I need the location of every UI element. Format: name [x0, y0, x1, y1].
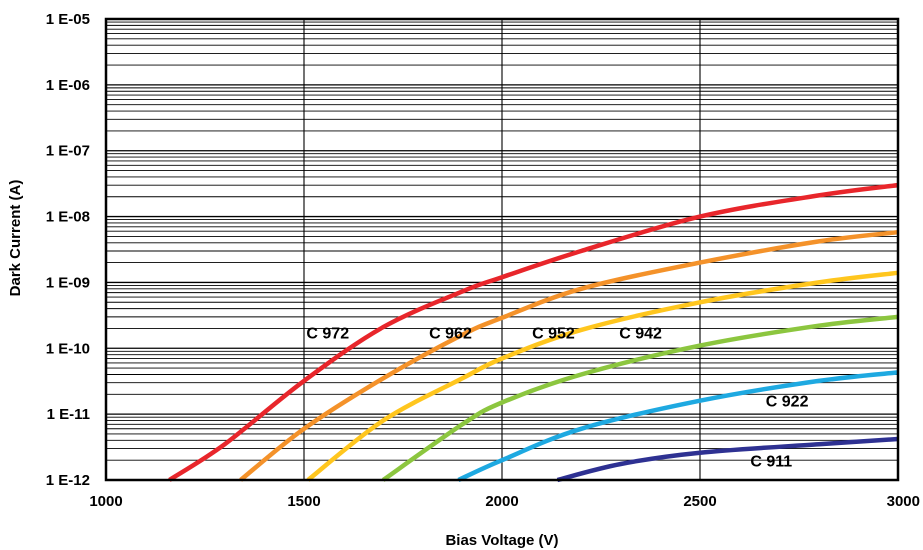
curves — [168, 182, 899, 483]
series-c-972-curve — [168, 182, 899, 482]
series-c-942-curve — [381, 314, 899, 482]
x-axis-title: Bias Voltage (V) — [445, 532, 558, 549]
series-c-972-label: C 972 — [306, 326, 349, 343]
x-tick-label: 1000 — [89, 493, 122, 510]
y-tick-label: 1 E-11 — [47, 406, 90, 423]
series-c-962-curve — [239, 229, 899, 482]
y-tick-label: 1 E-09 — [46, 274, 90, 291]
x-tick-label: 2500 — [683, 493, 716, 510]
series-c-942-label: C 942 — [619, 326, 662, 343]
y-tick-label: 1 E-12 — [46, 472, 90, 489]
y-tick-label: 1 E-05 — [46, 11, 90, 28]
series-c-922-label: C 922 — [766, 394, 809, 411]
series-c-952-curve — [306, 270, 899, 482]
tick-labels: 1 E-12 1 E-11 1 E-10 1 E-09 1 E-08 1 E-07 1 E-… — [46, 11, 920, 510]
y-tick-label: 1 E-06 — [46, 77, 90, 94]
grid-lines — [105, 19, 899, 481]
series-c-911-label: C 911 — [750, 454, 792, 471]
x-tick-label: 3000 — [887, 493, 920, 510]
series-c-952-label: C 952 — [532, 326, 575, 343]
series-c-962-label: C 962 — [429, 326, 472, 343]
y-tick-label: 1 E-07 — [46, 143, 90, 160]
series-c-911-curve — [556, 436, 899, 483]
series-c-922-curve — [457, 370, 899, 483]
x-tick-label: 1500 — [287, 493, 320, 510]
plot-frame — [104, 17, 900, 482]
curve-labels: C 972 C 962 C 952 C 942 C 922 C 911 — [306, 326, 808, 471]
y-axis-title: Dark Current (A) — [7, 180, 24, 297]
x-tick-label: 2000 — [485, 493, 518, 510]
y-tick-label: 1 E-10 — [46, 340, 90, 357]
y-tick-label: 1 E-08 — [46, 209, 90, 226]
